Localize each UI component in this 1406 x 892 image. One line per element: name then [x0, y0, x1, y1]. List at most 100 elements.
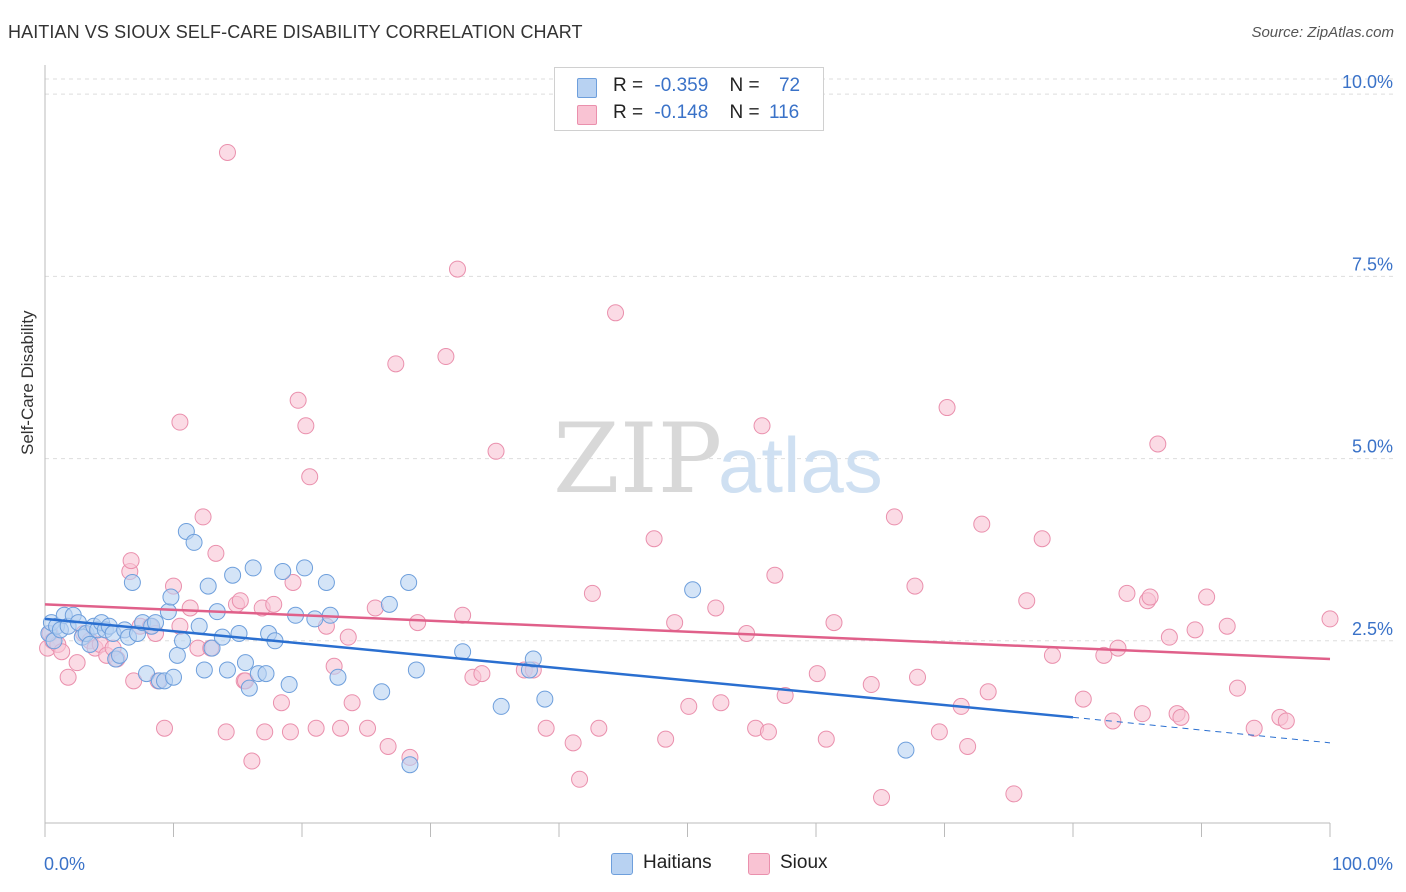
- sioux-point: [825, 614, 843, 632]
- sioux-point: [359, 719, 377, 737]
- sioux-point: [1033, 530, 1051, 548]
- sioux-point: [339, 628, 357, 646]
- sioux-point: [938, 399, 956, 417]
- sioux-point: [817, 730, 835, 748]
- sioux-point: [776, 686, 794, 704]
- sioux-point: [301, 468, 319, 486]
- sioux-point: [207, 544, 225, 562]
- sioux-point: [906, 577, 924, 595]
- sioux-point: [59, 668, 77, 686]
- sioux-point: [583, 584, 601, 602]
- haitians-point: [195, 661, 213, 679]
- axes: [44, 65, 1331, 837]
- haitians-swatch: [577, 78, 597, 98]
- legend-r-label: R =: [613, 75, 644, 96]
- sioux-point: [979, 683, 997, 701]
- sioux-point: [873, 788, 891, 806]
- sioux-trend-line: [44, 603, 1331, 661]
- haitians-point: [173, 632, 191, 650]
- haitians-point: [111, 646, 129, 664]
- sioux-point: [862, 676, 880, 694]
- haitians-point: [236, 654, 254, 672]
- grid-lines: [45, 78, 1393, 642]
- haitians-point: [244, 559, 262, 577]
- legend-label-haitians: Haitians: [643, 852, 712, 873]
- haitians-point: [492, 697, 510, 715]
- haitians-point: [218, 661, 236, 679]
- haitians-point: [380, 595, 398, 613]
- haitians-point: [162, 588, 180, 606]
- sioux-point: [766, 566, 784, 584]
- sioux-point: [289, 391, 307, 409]
- sioux-point: [645, 530, 663, 548]
- sioux-point: [1186, 621, 1204, 639]
- haitians-point: [407, 661, 425, 679]
- sioux-point: [537, 719, 555, 737]
- sioux-point: [387, 355, 405, 373]
- sioux-point: [437, 348, 455, 366]
- sioux-point: [297, 417, 315, 435]
- sioux-point: [332, 719, 350, 737]
- haitians-point: [123, 573, 141, 591]
- sioux-point: [1172, 708, 1190, 726]
- haitians-point: [524, 650, 542, 668]
- haitians-point: [536, 690, 554, 708]
- sioux-point: [122, 552, 140, 570]
- source-label: Source: ZipAtlas.com: [1251, 24, 1394, 41]
- sioux-point: [1141, 588, 1159, 606]
- haitians-point: [329, 668, 347, 686]
- haitians-point: [317, 573, 335, 591]
- haitians-swatch: [611, 853, 633, 875]
- sioux-point: [1218, 617, 1236, 635]
- legend-label-sioux: Sioux: [780, 852, 828, 873]
- sioux-point: [217, 723, 235, 741]
- sioux-point: [1074, 690, 1092, 708]
- haitians-point: [400, 573, 418, 591]
- sioux-point: [409, 614, 427, 632]
- legend-n-label: N =: [729, 75, 760, 96]
- sioux-point: [909, 668, 927, 686]
- sioux-point: [973, 515, 991, 533]
- sioux-point: [590, 719, 608, 737]
- sioux-point: [1118, 584, 1136, 602]
- sioux-point: [1095, 646, 1113, 664]
- haitians-point: [81, 635, 99, 653]
- sioux-point: [487, 442, 505, 460]
- sioux-point: [194, 508, 212, 526]
- sioux-point: [181, 599, 199, 617]
- haitians-point: [373, 683, 391, 701]
- trend-lines: [44, 603, 1331, 744]
- chart-title: HAITIAN VS SIOUX SELF-CARE DISABILITY CO…: [8, 22, 583, 42]
- sioux-point: [448, 260, 466, 278]
- sioux-point: [366, 599, 384, 617]
- correlation-legend: R = -0.359 N = 72 R = -0.148 N = 116: [554, 67, 824, 131]
- haitians-point: [280, 676, 298, 694]
- watermark-atlas: atlas: [718, 421, 883, 509]
- sioux-point: [473, 665, 491, 683]
- legend-n-label: N =: [729, 102, 760, 123]
- sioux-point: [307, 719, 325, 737]
- sioux-point: [707, 599, 725, 617]
- haitians-point: [296, 559, 314, 577]
- haitians-point: [274, 563, 292, 581]
- sioux-point: [1149, 435, 1167, 453]
- sioux-point: [1245, 719, 1263, 737]
- x-tick-label: 100.0%: [1332, 854, 1393, 874]
- sioux-point: [379, 737, 397, 755]
- haitians-point: [401, 756, 419, 774]
- haitians-point: [203, 639, 221, 657]
- sioux-point: [171, 413, 189, 431]
- y-tick-label: 2.5%: [1352, 619, 1393, 639]
- sioux-point: [885, 508, 903, 526]
- sioux-point: [256, 723, 274, 741]
- sioux-point: [1160, 628, 1178, 646]
- sioux-point: [1321, 610, 1339, 628]
- sioux-point: [156, 719, 174, 737]
- sioux-point: [281, 723, 299, 741]
- sioux-point: [1198, 588, 1216, 606]
- sioux-point: [218, 143, 236, 161]
- sioux-point: [607, 304, 625, 322]
- y-tick-label: 10.0%: [1342, 72, 1393, 92]
- sioux-point: [1018, 592, 1036, 610]
- haitians-point: [190, 617, 208, 635]
